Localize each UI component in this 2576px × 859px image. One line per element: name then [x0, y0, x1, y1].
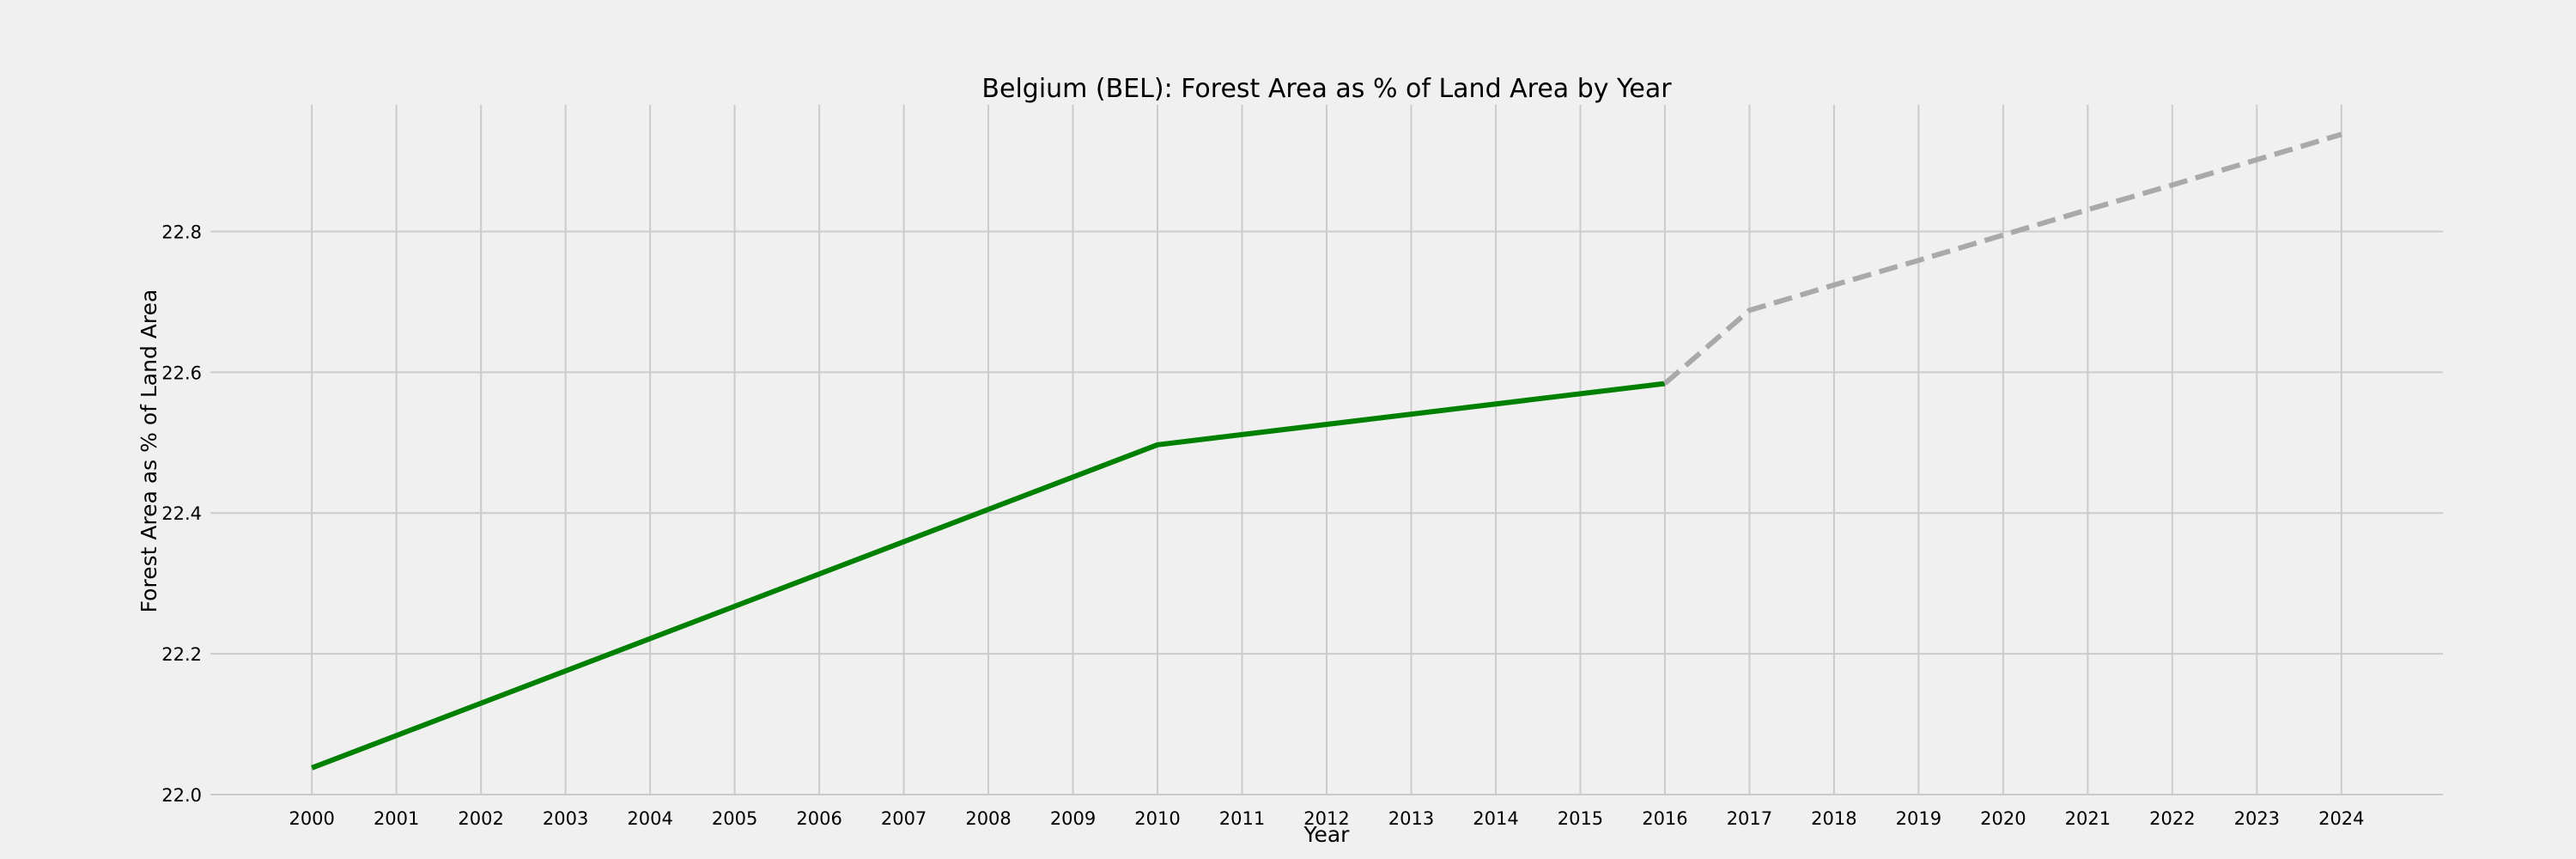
x-tick-label: 2005	[712, 808, 757, 829]
x-tick-label: 2022	[2149, 808, 2195, 829]
tick-labels: 2000 2001 2002 2003 2004 2005 2006 2007 2008 2009…	[161, 222, 2364, 829]
projected-series-line	[1662, 131, 2342, 386]
x-tick-label: 2016	[1642, 808, 1687, 829]
chart-title: Belgium (BEL): Forest Area as % of Land …	[981, 74, 1672, 104]
y-tick-label: 22.0	[161, 785, 202, 806]
x-tick-label: 2006	[796, 808, 841, 829]
x-tick-label: 2011	[1219, 808, 1265, 829]
x-tick-label: 2017	[1727, 808, 1772, 829]
x-tick-label: 2021	[2065, 808, 2111, 829]
x-tick-label: 2008	[965, 808, 1011, 829]
y-tick-label: 22.2	[161, 644, 202, 665]
x-tick-label: 2007	[881, 808, 927, 829]
x-axis-label: Year	[1303, 822, 1351, 847]
x-tick-label: 2020	[1980, 808, 2026, 829]
x-tick-label: 2000	[289, 808, 334, 829]
plot-area	[311, 131, 2342, 771]
x-tick-label: 2002	[458, 808, 503, 829]
x-tick-label: 2010	[1134, 808, 1180, 829]
x-tick-label: 2024	[2318, 808, 2364, 829]
y-tick-label: 22.6	[161, 362, 202, 383]
actual-series-line	[311, 381, 1666, 771]
y-axis-label: Forest Area as % of Land Area	[137, 289, 161, 613]
x-tick-label: 2014	[1473, 808, 1518, 829]
x-tick-label: 2004	[627, 808, 672, 829]
x-tick-label: 2023	[2234, 808, 2280, 829]
x-tick-label: 2003	[543, 808, 588, 829]
x-tick-label: 2015	[1558, 808, 1603, 829]
x-tick-label: 2019	[1896, 808, 1941, 829]
x-tick-label: 2018	[1811, 808, 1856, 829]
y-tick-label: 22.8	[161, 222, 202, 242]
x-tick-label: 2001	[374, 808, 419, 829]
x-tick-label: 2012	[1303, 808, 1349, 829]
x-tick-label: 2009	[1050, 808, 1096, 829]
x-tick-label: 2013	[1388, 808, 1434, 829]
y-tick-label: 22.4	[161, 503, 202, 524]
